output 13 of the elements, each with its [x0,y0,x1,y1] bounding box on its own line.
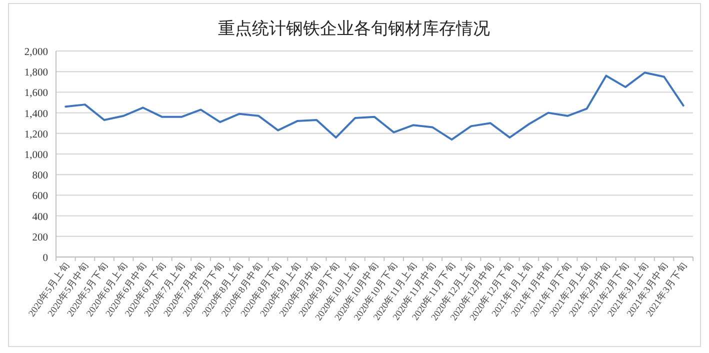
chart-title: 重点统计钢铁企业各旬钢材库存情况 [218,19,490,38]
y-tick-label: 600 [32,191,48,202]
y-tick-label: 1,200 [24,129,48,140]
y-tick-label: 0 [42,253,48,264]
y-tick-label: 800 [32,170,48,182]
y-tick-label: 200 [32,232,48,244]
y-tick-label: 1,600 [24,88,48,100]
y-tick-label: 1,400 [24,108,48,120]
y-tick-label: 400 [32,212,48,223]
y-tick-label: 2,000 [24,47,48,58]
y-tick-label: 1,800 [24,68,48,79]
line-series [64,72,684,141]
y-tick-label: 1,000 [24,150,48,161]
